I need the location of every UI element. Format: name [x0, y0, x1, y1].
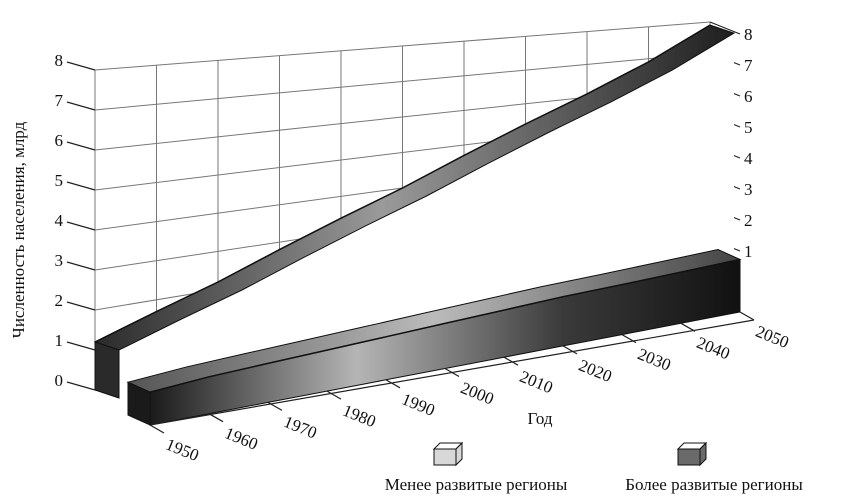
y-tick [66, 101, 96, 111]
y-tick [66, 61, 96, 71]
y-tick-label: 0 [55, 371, 64, 390]
x-tick-label: 2050 [753, 322, 792, 352]
x-tick-label: 2010 [517, 367, 556, 397]
x-axis [149, 319, 755, 426]
x-tick-label: 1950 [163, 435, 202, 465]
x-tick [149, 424, 165, 434]
legend-label: Более развитые регионы [625, 475, 803, 494]
y-tick-label: 2 [55, 291, 64, 310]
legend-swatch [433, 448, 457, 466]
y-tick-label: 5 [55, 171, 64, 190]
y-tick-label: 4 [55, 211, 64, 230]
x-tick [326, 390, 342, 400]
y-tick-label: 1 [55, 331, 64, 350]
ribbon-end [94, 341, 120, 399]
x-tick [503, 356, 519, 366]
y-tick [66, 341, 96, 351]
x-tick [680, 322, 696, 332]
y-tick [66, 141, 96, 151]
x-tick [562, 345, 578, 355]
y2-tick-label: 3 [744, 180, 753, 199]
y-tick [66, 181, 96, 191]
x-tick-label: 1960 [222, 423, 261, 453]
legend-swatch [455, 441, 463, 467]
ribbon-line [94, 24, 711, 343]
y-tick-label: 3 [55, 251, 64, 270]
y-tick-label: 8 [55, 51, 64, 70]
x-tick-label: 2040 [694, 333, 733, 363]
x-tick-label: 2030 [635, 344, 674, 374]
y-axis-label: Численность населения, млрд [9, 121, 28, 338]
legend-swatch [677, 448, 701, 466]
y2-tick-label: 8 [744, 25, 753, 44]
x-tick [385, 379, 401, 389]
x-tick-label: 2000 [458, 378, 497, 408]
y2-tick-label: 6 [744, 87, 753, 106]
x-tick-label: 2020 [576, 356, 615, 386]
y-tick [66, 381, 96, 391]
y-tick [66, 301, 96, 311]
x-tick-label: 1980 [340, 401, 379, 431]
x-tick-label: 1970 [281, 412, 320, 442]
y2-tick-label: 1 [744, 242, 753, 261]
x-tick [739, 311, 755, 321]
y-tick [66, 221, 96, 231]
x-tick [208, 413, 224, 423]
x-tick-label: 1990 [399, 390, 438, 420]
y-tick-label: 6 [55, 131, 64, 150]
ribbon-end [127, 381, 151, 426]
y2-tick-label: 4 [744, 149, 753, 168]
legend-label: Менее развитые регионы [385, 475, 568, 494]
y2-tick-label: 2 [744, 211, 753, 230]
y-tick [66, 261, 96, 271]
x-axis-label: Год [528, 409, 553, 428]
y2-tick [709, 21, 741, 35]
legend-swatch [699, 441, 707, 467]
ribbon-line [149, 258, 741, 393]
y-tick-label: 7 [55, 91, 64, 110]
y2-tick-label: 5 [744, 118, 753, 137]
y2-tick-label: 7 [744, 56, 753, 75]
